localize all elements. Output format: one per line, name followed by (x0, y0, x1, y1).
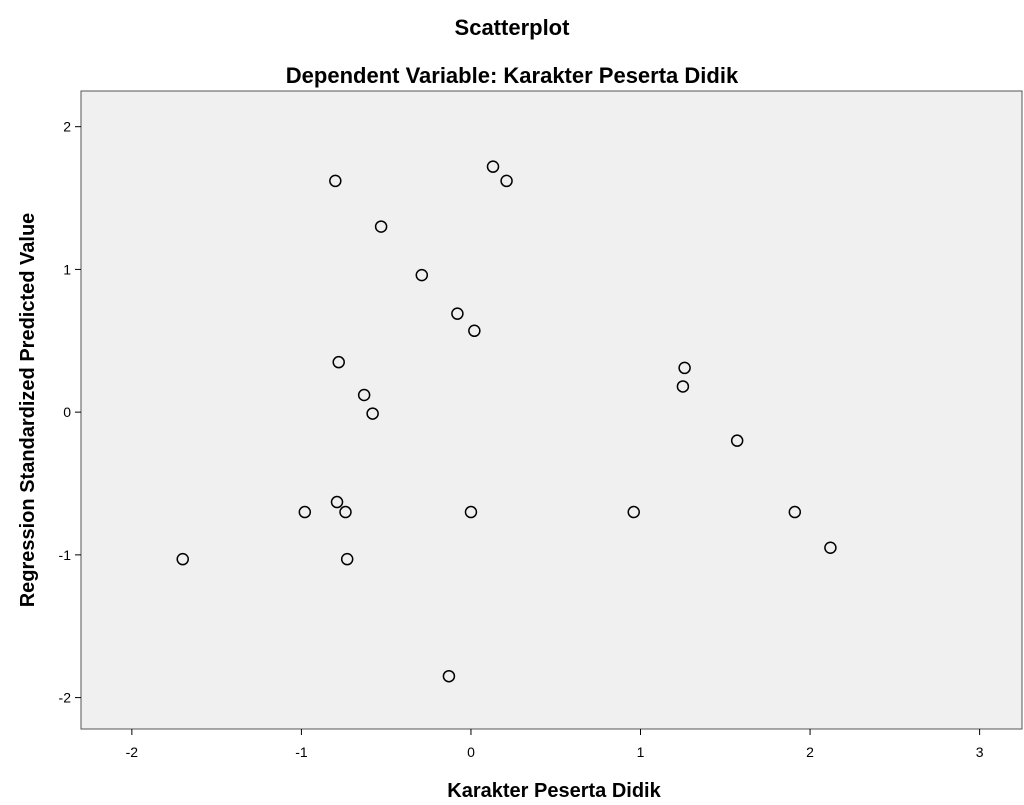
scatter-point (330, 495, 344, 509)
scatter-point (442, 669, 456, 683)
plot-area (80, 90, 1023, 730)
scatter-point (676, 380, 690, 393)
scatter-point (298, 505, 312, 519)
scatter-point (486, 160, 500, 173)
x-axis-title: Karakter Peserta Didik (447, 780, 661, 802)
scatter-point (678, 361, 691, 375)
x-tick-label: -2 (126, 744, 139, 760)
y-tick-label: 1 (63, 261, 71, 277)
x-tick-label: 3 (976, 744, 984, 760)
x-axis: -2 -1 0 1 2 3 (126, 729, 984, 760)
chart-title: Scatterplot (455, 15, 571, 40)
y-tick-label: 2 (63, 119, 71, 135)
scatter-point (627, 505, 640, 519)
scatter-point (339, 505, 352, 519)
scatter-point (176, 552, 189, 566)
scatter-point (451, 307, 464, 320)
scatter-point (788, 505, 802, 519)
data-points (176, 160, 837, 683)
scatter-point (415, 268, 429, 282)
scatter-point (329, 174, 342, 188)
scatter-point (357, 388, 371, 402)
y-axis: -2 -1 0 1 2 (59, 119, 81, 706)
scatter-point (340, 552, 354, 566)
y-tick-label: -1 (59, 547, 72, 563)
scatter-point (500, 174, 513, 188)
x-tick-label: 1 (637, 744, 645, 760)
y-axis-title: Regression Standardized Predicted Value (17, 213, 39, 608)
x-tick-label: 0 (467, 744, 475, 760)
scatter-point (730, 434, 744, 447)
x-tick-label: 2 (806, 744, 814, 760)
y-tick-label: 0 (63, 404, 71, 420)
scatter-point (332, 355, 345, 369)
scatter-point (374, 220, 388, 233)
x-tick-label: -1 (295, 744, 308, 760)
y-tick-label: -2 (59, 690, 72, 706)
scatter-point (464, 505, 478, 519)
chart-subtitle: Dependent Variable: Karakter Peserta Did… (286, 63, 739, 88)
scatter-point (366, 407, 379, 420)
scatter-point (824, 541, 837, 554)
scatter-point (468, 324, 481, 338)
